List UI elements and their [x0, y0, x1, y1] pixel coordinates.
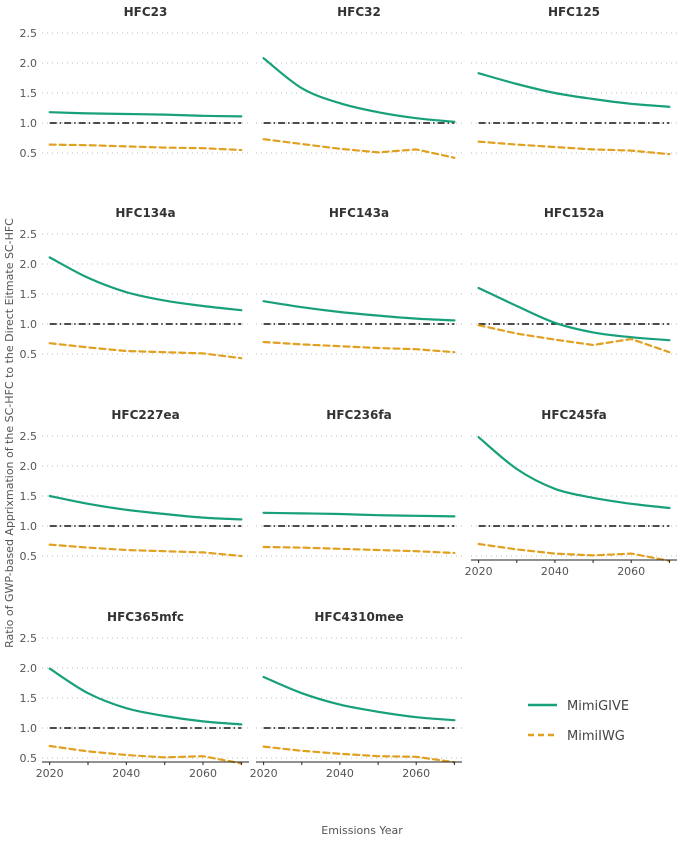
series-line-mimiiwg: [262, 340, 456, 354]
series-line-mimigive: [262, 511, 456, 518]
y-axis-label: Ratio of GWP-based Apprixmation of the S…: [3, 218, 16, 648]
y-tick-label: 1.5: [20, 692, 38, 705]
series-line-mimigive: [48, 667, 243, 726]
x-tick-label: 2020: [465, 565, 493, 578]
panel-hfc365mfc: HFC365mfc 0.5 1.0 1.5 2.0 2.5 2020 2040 2060: [20, 610, 249, 780]
panel-hfc227ea: HFC227ea 0.5 1.0 1.5 2.0 2.5: [20, 408, 249, 563]
panel-title: HFC236fa: [326, 408, 391, 422]
series-line-mimiiwg: [262, 138, 456, 159]
y-tick-label: 2.0: [20, 258, 38, 271]
x-tick-label: 2020: [250, 767, 278, 780]
panel-hfc134a: HFC134a 0.5 1.0 1.5 2.0 2.5: [20, 206, 249, 361]
series-line-mimiiwg: [262, 745, 456, 764]
panel-title: HFC245fa: [541, 408, 606, 422]
series-line-mimigive: [48, 494, 243, 521]
panel-title: HFC227ea: [111, 408, 179, 422]
x-axis-label: Emissions Year: [321, 824, 403, 837]
series-line-mimigive: [477, 72, 671, 108]
series-line-mimigive: [477, 286, 671, 342]
y-tick-label: 2.0: [20, 662, 38, 675]
legend-label-mimiiwg: MimiIWG: [567, 729, 625, 744]
panel-title: HFC4310mee: [314, 610, 403, 624]
series-line-mimiiwg: [477, 324, 671, 354]
y-tick-label: 2.0: [20, 460, 38, 473]
y-tick-label: 0.5: [20, 550, 38, 563]
panel-title: HFC143a: [329, 206, 389, 220]
y-tick-label: 1.0: [20, 117, 38, 130]
legend-label-mimigive: MimiGIVE: [567, 699, 629, 714]
y-tick-label: 2.5: [20, 430, 38, 443]
panel-hfc152a: HFC152a: [471, 206, 677, 355]
x-tick-label: 2060: [617, 565, 645, 578]
series-line-mimiiwg: [477, 542, 671, 562]
panel-title: HFC32: [337, 5, 381, 19]
series-line-mimiiwg: [477, 140, 671, 156]
panel-title: HFC125: [548, 5, 600, 19]
panel-title: HFC23: [124, 5, 168, 19]
panel-hfc4310mee: HFC4310mee 2020 2040 2060: [250, 610, 462, 780]
series-line-mimiiwg: [48, 143, 243, 152]
series-line-mimiiwg: [262, 545, 456, 555]
y-tick-label: 2.5: [20, 228, 38, 241]
series-line-mimigive: [262, 57, 456, 123]
x-tick-label: 2060: [402, 767, 430, 780]
y-tick-label: 1.0: [20, 722, 38, 735]
x-tick-label: 2060: [189, 767, 217, 780]
panel-title: HFC134a: [115, 206, 175, 220]
y-tick-label: 2.5: [20, 632, 38, 645]
panel-title: HFC365mfc: [107, 610, 184, 624]
x-tick-label: 2040: [326, 767, 354, 780]
y-tick-label: 1.5: [20, 288, 38, 301]
series-line-mimigive: [48, 111, 243, 118]
x-tick-label: 2040: [112, 767, 140, 780]
series-line-mimiiwg: [48, 342, 243, 360]
panel-hfc245fa: HFC245fa 2020 2040 2060: [465, 408, 677, 578]
x-tick-label: 2020: [36, 767, 64, 780]
panel-hfc236fa: HFC236fa: [256, 408, 462, 557]
y-tick-label: 1.5: [20, 490, 38, 503]
panel-hfc125: HFC125: [471, 5, 677, 156]
series-line-mimigive: [477, 436, 671, 510]
panel-hfc23: HFC23 0.5 1.0 1.5 2.0 2.5: [20, 5, 249, 160]
y-tick-label: 0.5: [20, 752, 38, 765]
series-line-mimiiwg: [48, 744, 243, 765]
y-tick-label: 1.0: [20, 318, 38, 331]
legend: MimiGIVE MimiIWG: [528, 699, 629, 744]
x-tick-label: 2040: [541, 565, 569, 578]
series-line-mimigive: [48, 256, 243, 312]
series-line-mimigive: [262, 675, 456, 722]
y-tick-label: 1.0: [20, 520, 38, 533]
series-line-mimiiwg: [48, 543, 243, 558]
y-tick-label: 0.5: [20, 147, 38, 160]
panel-title: HFC152a: [544, 206, 604, 220]
y-tick-label: 0.5: [20, 348, 38, 361]
panel-hfc32: HFC32: [256, 5, 462, 159]
panel-hfc143a: HFC143a: [256, 206, 462, 355]
series-line-mimigive: [262, 300, 456, 322]
panels: HFC23 0.5 1.0 1.5 2.0 2.5 HFC32 HFC125 HFC134a 0.…: [20, 5, 677, 780]
y-tick-label: 2.0: [20, 57, 38, 70]
y-tick-label: 1.5: [20, 87, 38, 100]
y-tick-label: 2.5: [20, 27, 38, 40]
